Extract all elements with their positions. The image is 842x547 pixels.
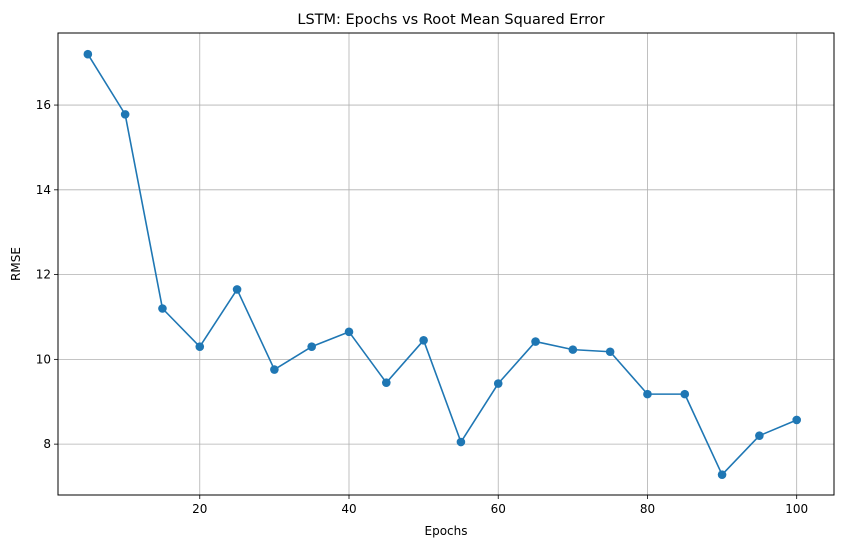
data-point [792, 415, 801, 425]
chart-title: LSTM: Epochs vs Root Mean Squared Error [297, 12, 604, 28]
y-tick-label: 8 [43, 437, 51, 451]
data-point [120, 110, 130, 119]
x-tick-label: 40 [341, 502, 356, 516]
data-point [456, 437, 466, 447]
plot-area-frame [57, 32, 835, 496]
data-point [382, 378, 391, 387]
y-tick-label: 10 [36, 352, 51, 366]
data-point [419, 335, 428, 345]
data-point [531, 337, 540, 346]
data-point [493, 379, 503, 388]
data-point [270, 365, 279, 374]
x-tick-label: 60 [491, 502, 506, 516]
data-point [344, 327, 354, 337]
data-point [568, 345, 578, 354]
data-point [158, 304, 167, 313]
x-tick-label: 100 [785, 502, 808, 516]
data-point [755, 431, 764, 440]
y-tick-label: 14 [36, 183, 51, 197]
data-point [232, 285, 242, 294]
data-point [195, 342, 205, 351]
y-tick-label: 16 [36, 98, 51, 112]
data-point [643, 389, 652, 399]
y-axis-title: RMSE [9, 247, 23, 281]
grid-lines [58, 33, 834, 495]
data-point [680, 389, 690, 399]
data-point [307, 342, 316, 351]
y-tick-label: 12 [36, 268, 51, 282]
axis-ticks: 20 40 60 80 100 8 10 12 14 16 [36, 98, 808, 516]
x-tick-label: 20 [192, 502, 207, 516]
data-point [83, 49, 93, 59]
data-point [605, 347, 615, 357]
series-line [87, 53, 797, 476]
series-rmse [83, 49, 801, 479]
data-point [717, 470, 727, 479]
x-axis-title: Epochs [425, 524, 468, 538]
x-tick-label: 80 [640, 502, 655, 516]
